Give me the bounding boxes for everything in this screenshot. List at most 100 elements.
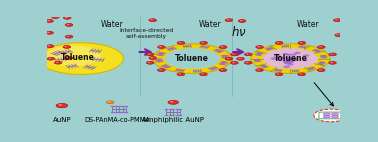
Circle shape (149, 57, 156, 59)
Circle shape (65, 35, 73, 38)
Circle shape (232, 62, 234, 63)
Circle shape (332, 113, 338, 116)
Circle shape (179, 42, 181, 43)
Circle shape (59, 104, 62, 106)
Circle shape (67, 57, 69, 58)
Circle shape (225, 57, 233, 60)
Circle shape (108, 101, 110, 102)
Text: Water: Water (297, 20, 320, 29)
Circle shape (148, 62, 150, 63)
Circle shape (291, 58, 298, 61)
Circle shape (284, 61, 291, 64)
Circle shape (336, 34, 339, 35)
Circle shape (67, 24, 69, 25)
Circle shape (65, 17, 67, 18)
Circle shape (292, 58, 299, 60)
Circle shape (294, 52, 301, 54)
Circle shape (46, 45, 54, 48)
Circle shape (47, 57, 55, 60)
Circle shape (275, 41, 283, 44)
Circle shape (287, 63, 294, 65)
Circle shape (319, 69, 321, 70)
Text: Interface-directed
self-assembly: Interface-directed self-assembly (119, 28, 174, 39)
Circle shape (288, 58, 293, 59)
Circle shape (287, 57, 292, 59)
Circle shape (318, 69, 325, 72)
Circle shape (271, 57, 279, 60)
Circle shape (283, 65, 290, 68)
Circle shape (53, 16, 56, 17)
Circle shape (282, 60, 289, 62)
Circle shape (63, 46, 71, 48)
Circle shape (158, 69, 165, 72)
Circle shape (303, 54, 310, 57)
Circle shape (65, 57, 73, 59)
Circle shape (290, 58, 296, 60)
Text: Water: Water (199, 20, 222, 29)
Circle shape (177, 73, 185, 76)
Text: Amphiphilic AuNP: Amphiphilic AuNP (142, 117, 204, 123)
Circle shape (287, 57, 294, 60)
Circle shape (56, 62, 58, 63)
Circle shape (146, 53, 154, 56)
Circle shape (39, 43, 123, 74)
Circle shape (219, 46, 227, 49)
Circle shape (65, 46, 67, 47)
Circle shape (150, 19, 153, 20)
Text: Water: Water (101, 20, 123, 29)
Circle shape (179, 73, 181, 74)
Circle shape (46, 45, 101, 66)
Circle shape (65, 23, 73, 26)
Text: Toluene: Toluene (61, 53, 95, 62)
Circle shape (298, 73, 305, 76)
Circle shape (256, 69, 263, 72)
Circle shape (153, 44, 232, 73)
Text: Toluene: Toluene (273, 54, 307, 63)
Circle shape (64, 16, 71, 19)
Circle shape (335, 34, 342, 37)
Circle shape (200, 73, 207, 76)
Circle shape (168, 100, 178, 104)
Circle shape (314, 109, 348, 122)
Circle shape (335, 19, 337, 20)
Circle shape (158, 46, 165, 48)
Circle shape (177, 41, 185, 44)
Circle shape (330, 62, 333, 63)
Circle shape (159, 46, 161, 47)
Circle shape (278, 57, 287, 60)
Circle shape (318, 46, 325, 49)
Circle shape (256, 46, 263, 48)
Circle shape (237, 57, 245, 60)
Circle shape (54, 61, 62, 64)
Circle shape (257, 69, 260, 70)
Circle shape (225, 19, 233, 22)
Circle shape (323, 113, 330, 116)
Circle shape (283, 53, 288, 55)
Circle shape (299, 42, 302, 43)
Circle shape (67, 36, 69, 37)
Circle shape (284, 60, 293, 64)
Circle shape (329, 61, 336, 64)
Circle shape (299, 73, 302, 74)
Circle shape (46, 31, 53, 34)
Circle shape (46, 20, 53, 22)
Circle shape (245, 53, 252, 56)
Circle shape (48, 45, 50, 46)
Circle shape (245, 61, 252, 64)
Circle shape (298, 41, 305, 44)
Circle shape (288, 60, 295, 63)
Circle shape (52, 16, 59, 18)
Circle shape (219, 69, 227, 72)
Circle shape (201, 73, 204, 74)
Circle shape (274, 55, 281, 58)
Text: $h\nu$: $h\nu$ (231, 25, 247, 39)
Circle shape (221, 69, 223, 70)
Circle shape (164, 48, 220, 69)
Circle shape (227, 19, 229, 20)
Circle shape (319, 46, 321, 47)
Circle shape (286, 54, 292, 56)
Circle shape (303, 59, 308, 61)
Circle shape (49, 58, 51, 59)
Circle shape (231, 61, 238, 64)
Circle shape (246, 62, 248, 63)
